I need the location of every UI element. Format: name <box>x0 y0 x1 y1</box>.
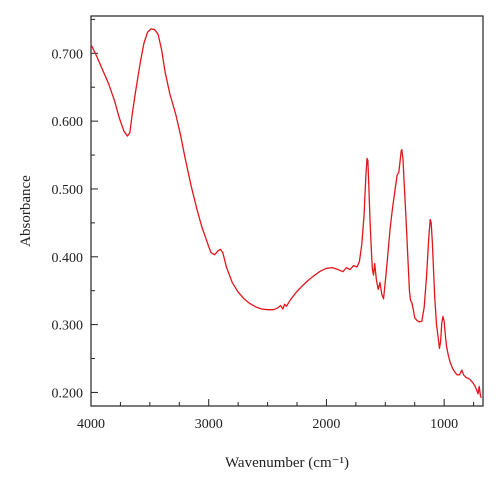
y-tick-label: 0.200 <box>52 386 84 401</box>
y-tick-label: 0.300 <box>52 319 84 334</box>
y-axis-ticks: 0.200 0.300 0.400 0.500 0.600 0.700 <box>52 18 98 401</box>
absorbance-line <box>90 28 482 399</box>
y-tick-label: 0.400 <box>52 251 84 266</box>
y-tick-label: 0.600 <box>52 115 84 130</box>
x-axis-ticks: 4000 3000 2000 1000 <box>77 399 475 432</box>
x-tick-label: 3000 <box>195 417 223 432</box>
x-axis-label: Wavenumber (cm⁻¹) <box>225 455 349 471</box>
x-tick-label: 4000 <box>77 417 105 432</box>
y-tick-label: 0.500 <box>52 183 84 198</box>
plot-frame <box>90 15 484 407</box>
y-axis-label: Absorbance <box>18 175 34 247</box>
x-tick-label: 1000 <box>430 417 458 432</box>
y-tick-label: 0.700 <box>52 47 84 62</box>
x-tick-label: 2000 <box>312 417 340 432</box>
